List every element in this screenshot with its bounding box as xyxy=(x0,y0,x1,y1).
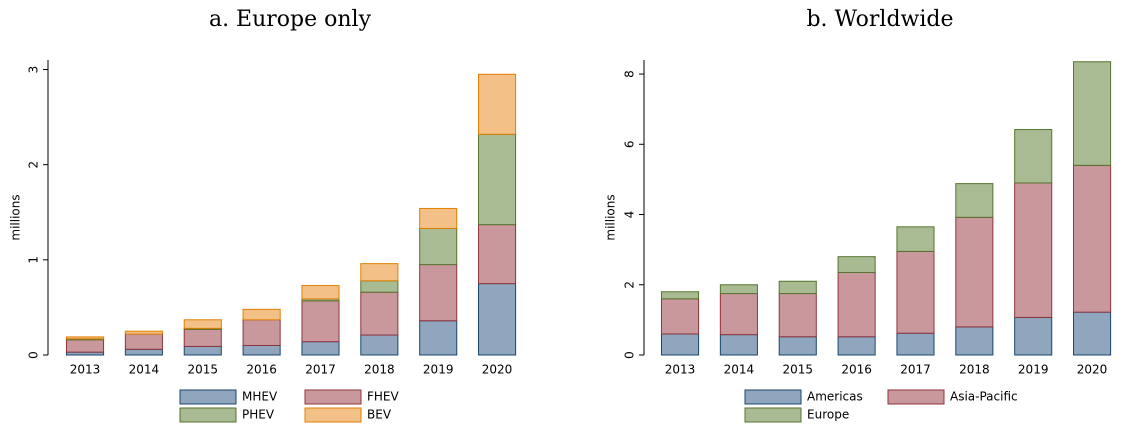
bar-segment xyxy=(719,293,758,336)
y-tick-label: 8 xyxy=(623,70,637,78)
bar-segment xyxy=(360,334,399,356)
bar-segment xyxy=(1014,129,1053,184)
bar-segment xyxy=(419,227,458,266)
x-tick-label: 2020 xyxy=(1077,363,1108,377)
bar-segment xyxy=(242,319,281,346)
bar-segment xyxy=(719,334,758,356)
y-tick-label: 1 xyxy=(27,256,41,264)
x-tick-label: 2015 xyxy=(187,363,218,377)
legend-label: PHEV xyxy=(242,408,275,422)
bar-segment xyxy=(301,300,340,343)
y-tick-label: 6 xyxy=(623,140,637,148)
x-tick-label: 2016 xyxy=(246,363,277,377)
chart-title: a. Europe only xyxy=(209,7,372,32)
x-tick-label: 2013 xyxy=(70,363,101,377)
y-tick-label: 2 xyxy=(623,281,637,289)
bar-segment xyxy=(1014,182,1053,318)
x-tick-label: 2014 xyxy=(724,363,755,377)
bar-segment xyxy=(1073,311,1112,356)
bar-segment xyxy=(419,207,458,229)
bar-segment xyxy=(837,336,876,356)
bar-segment xyxy=(896,332,935,356)
bar-segment xyxy=(837,271,876,338)
bar-segment xyxy=(360,280,399,293)
y-tick-label: 3 xyxy=(27,66,41,74)
legend-swatch xyxy=(744,389,802,405)
x-tick-label: 2014 xyxy=(129,363,160,377)
bar-segment xyxy=(778,336,817,356)
x-tick-label: 2015 xyxy=(782,363,813,377)
x-tick-label: 2020 xyxy=(482,363,513,377)
bar-segment xyxy=(719,284,758,295)
x-tick-label: 2018 xyxy=(364,363,395,377)
bar-segment xyxy=(1073,164,1112,313)
legend-label: Americas xyxy=(807,390,863,404)
legend-label: Asia-Pacific xyxy=(950,390,1018,404)
legend-swatch xyxy=(179,389,237,405)
legend-swatch xyxy=(744,407,802,423)
bar-segment xyxy=(301,285,340,300)
bar-segment xyxy=(478,224,517,285)
bar-segment xyxy=(360,291,399,336)
bar-segment xyxy=(419,320,458,356)
y-tick-label: 0 xyxy=(623,351,637,359)
bar-segment xyxy=(778,280,817,295)
bar-segment xyxy=(1014,316,1053,356)
x-tick-label: 2016 xyxy=(841,363,872,377)
y-axis-label: millions xyxy=(604,194,618,240)
bar-segment xyxy=(837,256,876,273)
bar-segment xyxy=(896,250,935,334)
legend-swatch xyxy=(304,389,362,405)
bar-segment xyxy=(183,319,222,329)
bar-segment xyxy=(419,264,458,322)
bar-segment xyxy=(896,226,935,252)
legend-swatch xyxy=(887,389,945,405)
x-tick-label: 2017 xyxy=(305,363,336,377)
bar-segment xyxy=(65,339,105,353)
y-tick-label: 2 xyxy=(27,161,41,169)
bar-segment xyxy=(478,133,517,226)
legend-label: Europe xyxy=(807,408,849,422)
bar-segment xyxy=(183,345,222,356)
legend-label: FHEV xyxy=(367,390,400,404)
legend-swatch xyxy=(304,407,362,423)
bar-segment xyxy=(478,73,517,135)
x-tick-label: 2013 xyxy=(665,363,696,377)
bar-segment xyxy=(242,344,281,356)
bar-segment xyxy=(955,326,994,356)
legend-swatch xyxy=(179,407,237,423)
y-tick-label: 0 xyxy=(27,351,41,359)
legend-label: MHEV xyxy=(242,390,278,404)
x-tick-label: 2019 xyxy=(1018,363,1049,377)
bar-segment xyxy=(478,283,517,356)
bar-segment xyxy=(660,298,700,335)
bar-segment xyxy=(124,330,163,335)
bar-segment xyxy=(1073,61,1112,166)
bar-segment xyxy=(124,348,163,356)
x-tick-label: 2017 xyxy=(900,363,931,377)
y-axis-label: millions xyxy=(9,194,23,240)
x-tick-label: 2018 xyxy=(959,363,990,377)
bar-segment xyxy=(242,308,281,321)
bar-segment xyxy=(65,336,105,340)
bar-segment xyxy=(124,333,163,350)
bar-segment xyxy=(183,328,222,347)
bar-segment xyxy=(301,341,340,356)
bar-segment xyxy=(660,333,700,356)
bar-segment xyxy=(955,216,994,328)
y-tick-label: 4 xyxy=(623,211,637,219)
bar-segment xyxy=(955,183,994,218)
bar-segment xyxy=(360,263,399,282)
bar-segment xyxy=(778,293,817,338)
x-tick-label: 2019 xyxy=(423,363,454,377)
chart-title: b. Worldwide xyxy=(806,7,953,32)
legend-label: BEV xyxy=(367,408,392,422)
bar-segment xyxy=(660,291,700,300)
